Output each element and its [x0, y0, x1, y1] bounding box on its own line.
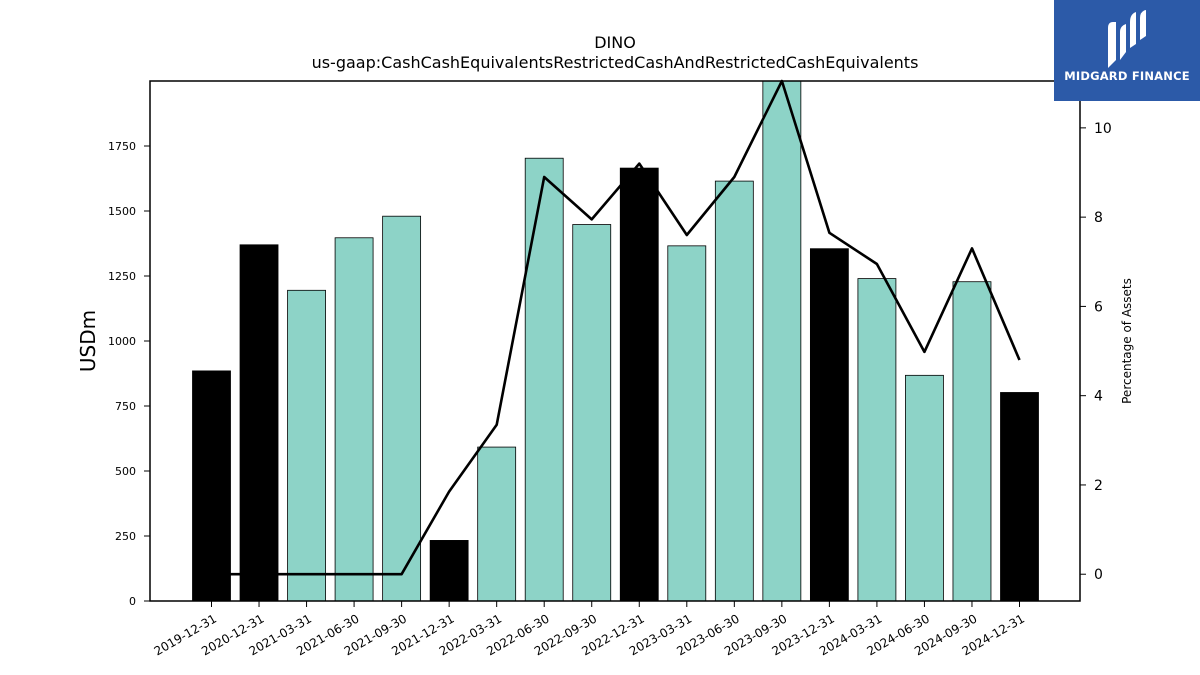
bar-2022-09-30 [572, 224, 612, 602]
y2-tick-label: 8 [1094, 210, 1103, 226]
bar-2024-12-31 [1000, 392, 1039, 602]
logo-text: MIDGARD FINANCE [1064, 69, 1190, 83]
y-tick-label: 1750 [108, 140, 136, 153]
bar-2019-12-31 [192, 370, 231, 602]
y-tick-label: 0 [129, 595, 136, 608]
bar-2023-09-30 [762, 80, 802, 602]
bar-2021-09-30 [382, 215, 422, 602]
bar-2021-12-31 [429, 540, 469, 602]
y2-tick-label: 10 [1094, 121, 1112, 137]
bar-2024-09-30 [952, 281, 992, 602]
chart-subtitle: us-gaap:CashCashEquivalentsRestrictedCas… [312, 53, 919, 72]
bar-2021-06-30 [334, 237, 374, 602]
y-tick-label: 500 [115, 465, 136, 478]
bar-2022-06-30 [524, 157, 564, 602]
bar-2023-12-31 [809, 248, 849, 602]
bar-2021-03-31 [287, 289, 326, 602]
y2-tick-label: 4 [1094, 389, 1103, 405]
bar-2024-06-30 [905, 374, 944, 602]
y2-axis-label: Percentage of Assets [1120, 278, 1134, 404]
y2-tick-label: 0 [1094, 567, 1103, 583]
y-axis-label: USDm [76, 310, 100, 372]
y-tick-label: 1500 [108, 205, 136, 218]
y-tick-label: 1250 [108, 270, 136, 283]
bar-2023-06-30 [714, 180, 754, 602]
bar-2022-03-31 [477, 446, 517, 602]
percentage-line [211, 79, 1021, 576]
bar-2023-03-31 [667, 245, 707, 602]
y-tick-label: 250 [115, 530, 136, 543]
y-tick-label: 750 [115, 400, 136, 413]
y2-tick-label: 6 [1094, 299, 1103, 315]
midgard-logo-icon [1108, 10, 1146, 68]
chart-title: DINO [594, 33, 636, 52]
y-tick-label: 1000 [108, 335, 136, 348]
y2-tick-label: 2 [1094, 478, 1103, 494]
bar-2022-12-31 [619, 167, 659, 602]
bar-2024-03-31 [857, 278, 897, 602]
bar-2020-12-31 [239, 244, 279, 602]
midgard-finance-logo: MIDGARD FINANCE [1054, 0, 1200, 101]
